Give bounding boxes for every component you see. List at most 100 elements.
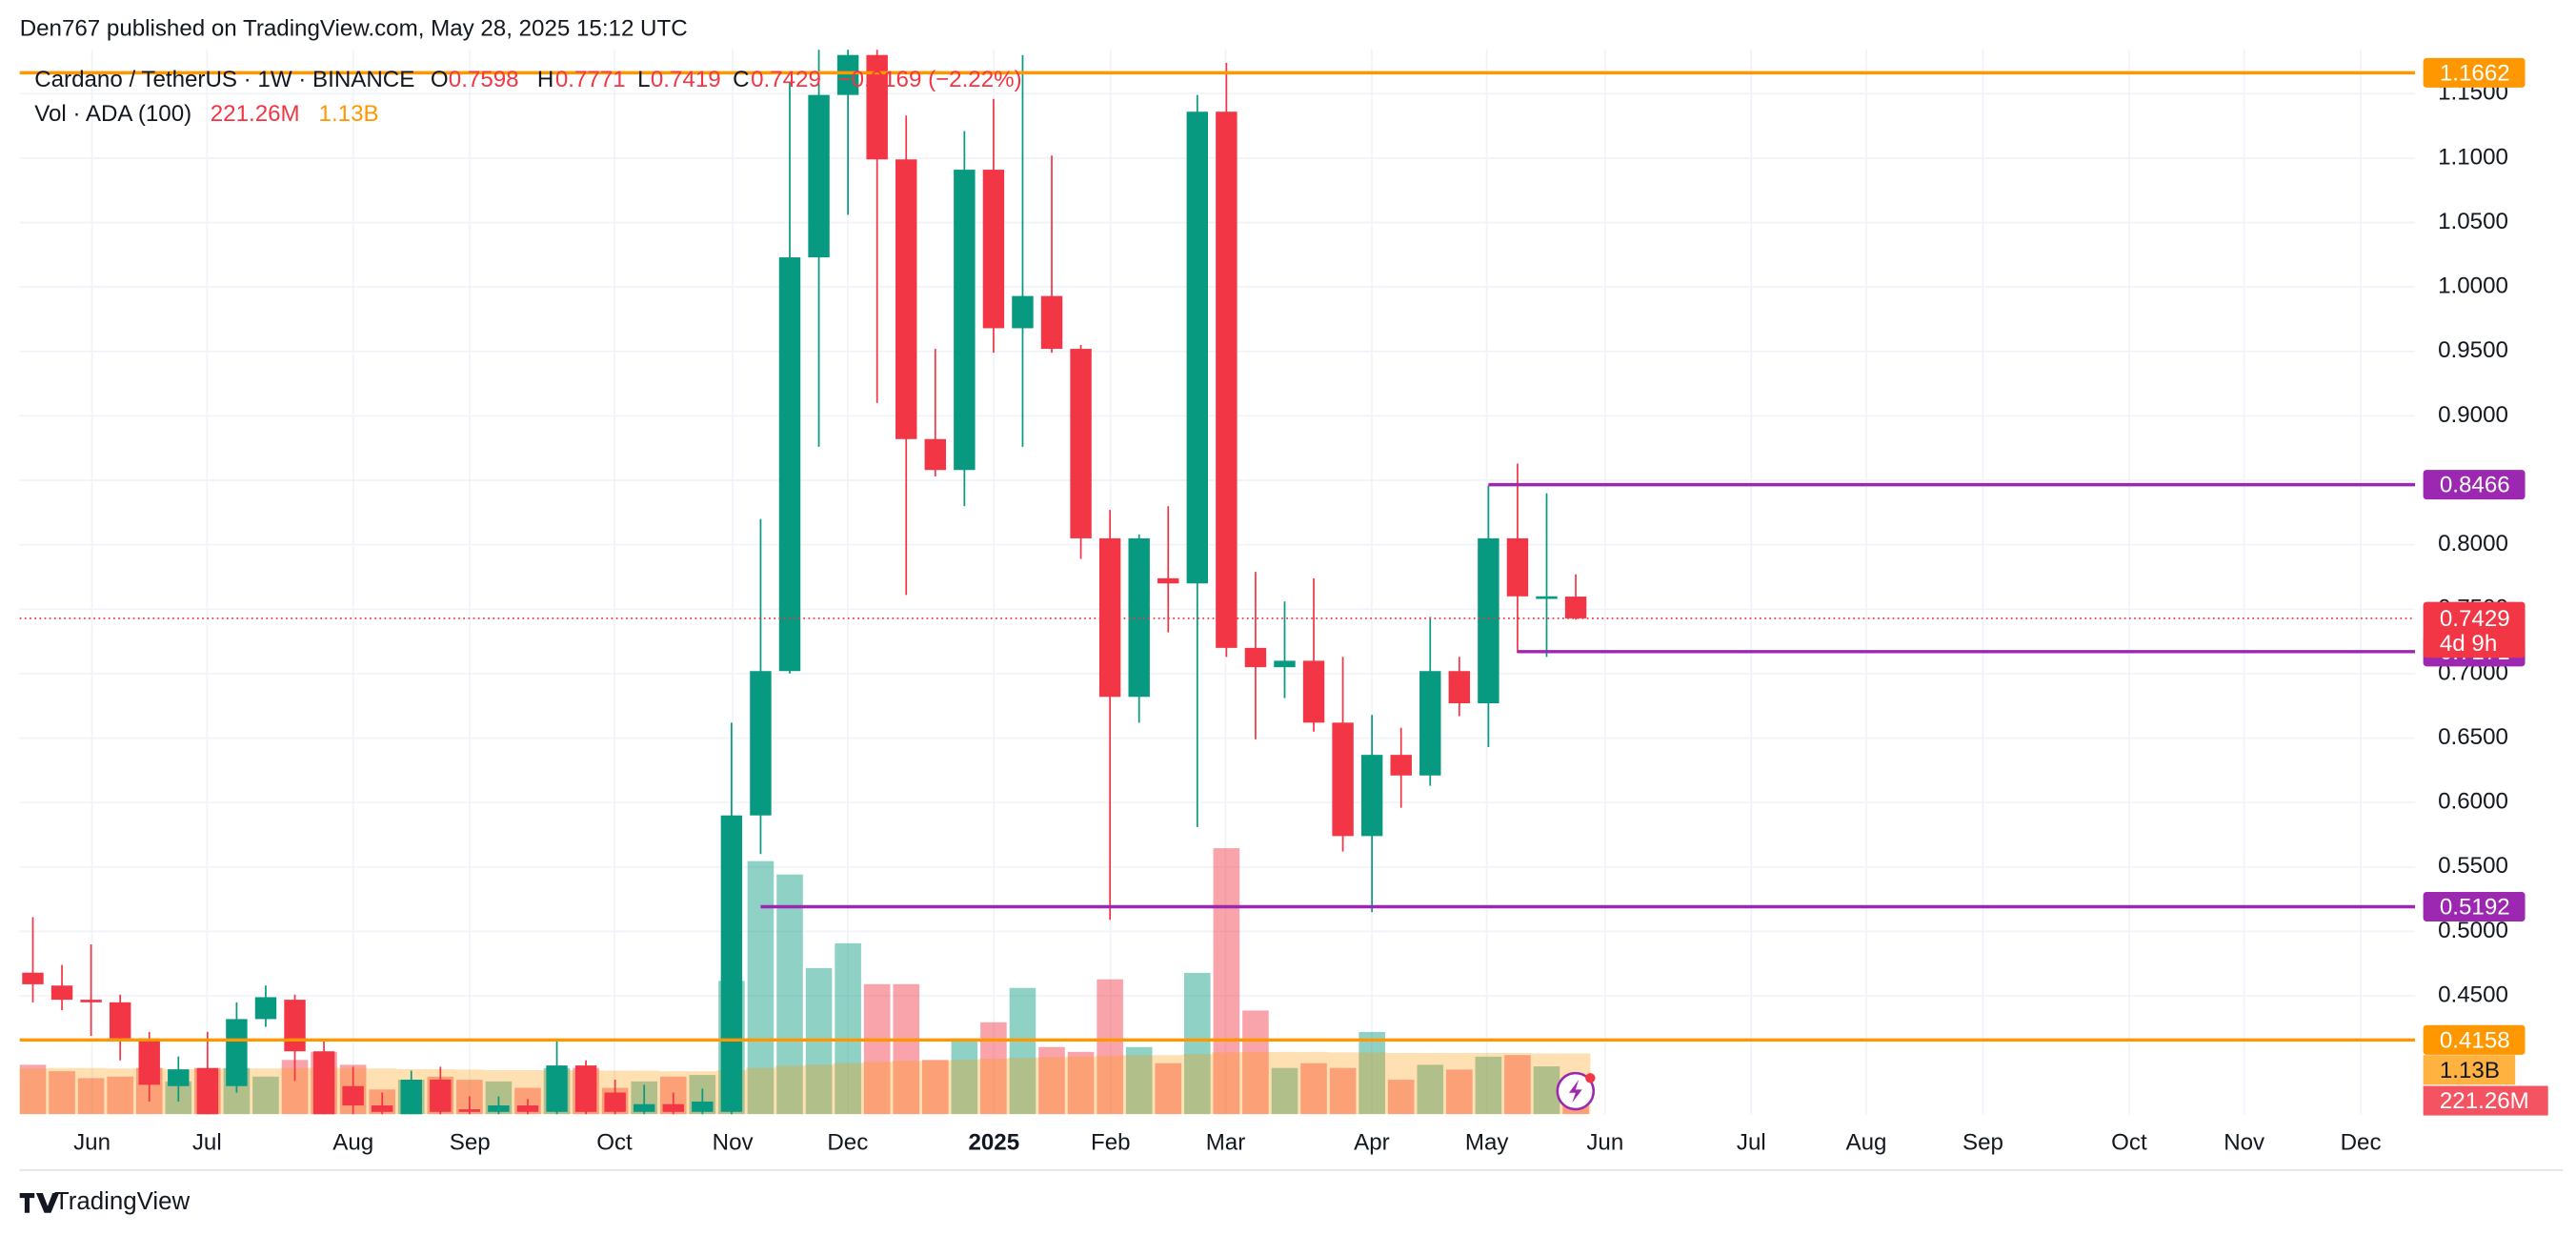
volume-bar bbox=[252, 1076, 279, 1115]
legend: Cardano / TetherUS · 1W · BINANCE O 0.75… bbox=[34, 67, 1021, 127]
candle-body bbox=[254, 997, 277, 1020]
candle-body bbox=[896, 159, 917, 439]
candle-body bbox=[662, 1103, 684, 1112]
candle-body bbox=[1360, 755, 1383, 837]
candle-body bbox=[109, 1002, 131, 1039]
candle-body bbox=[836, 54, 859, 95]
candle-body bbox=[778, 257, 801, 672]
candle-body bbox=[1390, 755, 1412, 776]
candle-body bbox=[692, 1101, 714, 1112]
x-tick-label: Oct bbox=[2111, 1130, 2147, 1156]
volume-last-tag-label: 221.26M bbox=[2440, 1088, 2529, 1114]
volume-bar bbox=[1533, 1066, 1560, 1115]
candle-body bbox=[284, 1000, 306, 1052]
candle-body bbox=[1040, 295, 1063, 350]
x-tick-label: Feb bbox=[1091, 1130, 1131, 1156]
candle-body bbox=[924, 438, 946, 471]
volume-ma: 1.13B bbox=[319, 101, 379, 127]
low-letter: L bbox=[637, 67, 650, 92]
candle-body bbox=[80, 1000, 102, 1002]
candle-body bbox=[982, 170, 1005, 329]
candle-body bbox=[342, 1085, 364, 1106]
high-letter: H bbox=[537, 67, 553, 92]
volume-bar bbox=[1184, 972, 1211, 1115]
volume-bar bbox=[1155, 1063, 1182, 1115]
volume-ma-tag-label: 1.13B bbox=[2440, 1058, 2500, 1083]
y-tick-label: 0.5000 bbox=[2438, 918, 2508, 943]
volume-bar bbox=[1213, 848, 1240, 1115]
x-tick-label: Jul bbox=[1737, 1130, 1766, 1156]
x-tick-label: Apr bbox=[1354, 1130, 1390, 1156]
volume-bar bbox=[77, 1078, 105, 1115]
candle-body bbox=[1274, 660, 1296, 668]
level-tag bbox=[2423, 470, 2526, 500]
candle-body bbox=[196, 1067, 219, 1115]
candle-body bbox=[1448, 671, 1471, 704]
candle-body bbox=[808, 94, 830, 258]
level-tag bbox=[2423, 891, 2526, 921]
candle-body bbox=[633, 1103, 655, 1112]
volume-bar bbox=[1242, 1010, 1269, 1115]
volume-bar bbox=[1067, 1051, 1095, 1115]
volume-bar bbox=[1358, 1031, 1385, 1115]
x-tick-label: May bbox=[1465, 1130, 1510, 1156]
volume-last-tag bbox=[2423, 1085, 2548, 1116]
candle-body bbox=[1186, 111, 1209, 584]
volume-bar bbox=[1417, 1064, 1444, 1115]
candle-body bbox=[1564, 597, 1587, 618]
candle-body bbox=[1536, 596, 1558, 599]
candle-body bbox=[546, 1065, 568, 1112]
volume-bar bbox=[921, 1060, 949, 1115]
open-value: 0.7598 bbox=[449, 67, 519, 92]
candle-body bbox=[371, 1105, 393, 1112]
x-tick-label: Mar bbox=[1206, 1130, 1246, 1156]
volume-last: 221.26M bbox=[211, 101, 300, 127]
candle-body bbox=[1157, 577, 1179, 584]
candle-body bbox=[604, 1092, 626, 1112]
volume-ma-tag bbox=[2423, 1055, 2516, 1085]
volume-bar bbox=[107, 1076, 133, 1115]
brand-name: TradingView bbox=[54, 1188, 191, 1215]
countdown: 4d 9h bbox=[2440, 631, 2497, 657]
symbol: Cardano / TetherUS · 1W · BINANCE bbox=[34, 67, 414, 92]
candle-body bbox=[22, 972, 44, 984]
candle-body bbox=[1216, 111, 1238, 648]
candle-body bbox=[1478, 537, 1499, 704]
candle-body bbox=[430, 1079, 452, 1112]
y-tick-label: 0.6500 bbox=[2438, 724, 2508, 750]
x-tick-label: Jul bbox=[192, 1130, 222, 1156]
y-tick-label: 0.5500 bbox=[2438, 853, 2508, 879]
brand: TradingView bbox=[19, 1188, 191, 1215]
volume-bar bbox=[1475, 1056, 1502, 1115]
y-tick-label: 1.0500 bbox=[2438, 209, 2508, 234]
candle-body bbox=[488, 1105, 510, 1112]
candle-body bbox=[400, 1079, 422, 1115]
candle-body bbox=[312, 1051, 335, 1115]
x-tick-label: Nov bbox=[2224, 1130, 2264, 1156]
level-tag bbox=[2423, 1024, 2526, 1055]
candle-body bbox=[1244, 647, 1267, 668]
x-tick-label: Dec bbox=[827, 1130, 868, 1156]
y-tick-label: 0.9000 bbox=[2438, 402, 2508, 428]
volume-bar bbox=[49, 1071, 75, 1115]
candle-body bbox=[50, 985, 73, 1001]
level-tag-label: 0.5192 bbox=[2440, 895, 2510, 921]
x-tick-label: Jun bbox=[73, 1130, 111, 1156]
level-tag-label: 0.8466 bbox=[2440, 473, 2510, 498]
volume-bar bbox=[863, 983, 891, 1115]
candle-body bbox=[574, 1065, 597, 1112]
x-tick-label: Oct bbox=[596, 1130, 633, 1156]
candle-pane bbox=[22, 50, 1587, 1115]
volume-bar bbox=[1009, 987, 1036, 1115]
y-tick-label: 1.0000 bbox=[2438, 273, 2508, 299]
volume-bar bbox=[19, 1064, 47, 1115]
candle-body bbox=[720, 815, 743, 1112]
candle-body bbox=[1070, 349, 1092, 538]
candle-body bbox=[1012, 295, 1034, 329]
candle-body bbox=[226, 1019, 248, 1086]
y-tick-label: 0.6000 bbox=[2438, 789, 2508, 815]
candle-body bbox=[516, 1105, 539, 1112]
brand-logo bbox=[19, 1193, 60, 1213]
